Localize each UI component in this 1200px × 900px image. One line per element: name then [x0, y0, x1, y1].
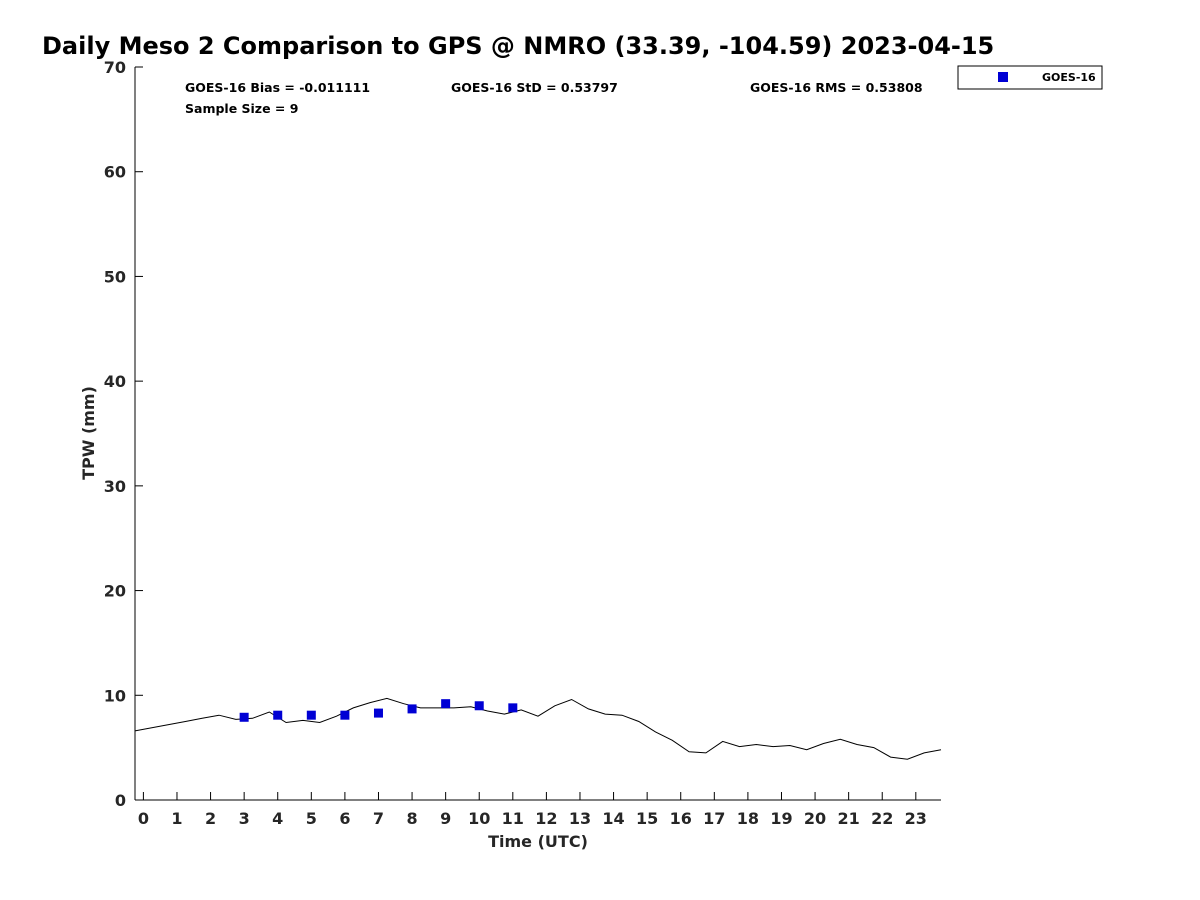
stat-bias: GOES-16 Bias = -0.011111 — [185, 80, 370, 95]
goes16-point — [273, 710, 283, 720]
y-axis-label: TPW (mm) — [79, 386, 98, 480]
goes16-point — [306, 710, 316, 720]
stat-std: GOES-16 StD = 0.53797 — [451, 80, 618, 95]
legend-label: GOES-16 — [1042, 71, 1096, 84]
x-tick-label: 22 — [871, 809, 893, 828]
x-tick-label: 15 — [636, 809, 658, 828]
x-tick-label: 2 — [205, 809, 216, 828]
x-tick-label: 9 — [440, 809, 451, 828]
x-axis-label: Time (UTC) — [488, 832, 588, 851]
x-tick-label: 19 — [770, 809, 792, 828]
gps-tpw-line — [134, 697, 942, 760]
x-tick-label: 5 — [306, 809, 317, 828]
x-tick-label: 14 — [602, 809, 624, 828]
x-tick-label: 12 — [535, 809, 557, 828]
goes16-point — [373, 708, 383, 718]
legend-box — [957, 65, 1103, 90]
y-tick-label: 60 — [104, 163, 126, 182]
x-tick-label: 20 — [804, 809, 826, 828]
stat-sample-size: Sample Size = 9 — [185, 101, 298, 116]
y-tick-label: 0 — [115, 791, 126, 810]
x-tick-label: 0 — [138, 809, 149, 828]
goes16-point — [441, 699, 451, 709]
x-tick-label: 4 — [272, 809, 283, 828]
y-tick-label: 30 — [104, 477, 126, 496]
goes16-point — [407, 704, 417, 714]
x-tick-label: 17 — [703, 809, 725, 828]
y-tick-label: 10 — [104, 686, 126, 705]
goes16-point — [239, 712, 249, 722]
x-tick-label: 3 — [239, 809, 250, 828]
y-tick-label: 20 — [104, 582, 126, 601]
goes16-point — [508, 703, 518, 713]
x-tick-label: 18 — [737, 809, 759, 828]
x-tick-label: 16 — [670, 809, 692, 828]
y-tick-label: 50 — [104, 267, 126, 286]
goes16-point — [474, 701, 484, 711]
x-tick-label: 10 — [468, 809, 490, 828]
chart-title: Daily Meso 2 Comparison to GPS @ NMRO (3… — [42, 32, 994, 60]
x-tick-label: 6 — [339, 809, 350, 828]
series-layer — [134, 697, 942, 760]
x-tick-label: 23 — [905, 809, 927, 828]
x-tick-label: 7 — [373, 809, 384, 828]
y-ticks: 0 10 20 30 40 50 60 70 — [104, 58, 143, 810]
x-ticks: 0 1 2 3 4 5 6 7 8 9 10 11 12 13 14 15 16 17 18 19 20 21 22 23 — [138, 792, 927, 828]
x-tick-label: 21 — [838, 809, 860, 828]
x-tick-label: 8 — [406, 809, 417, 828]
legend: GOES-16 — [957, 65, 1103, 90]
y-tick-label: 70 — [104, 58, 126, 77]
legend-marker — [998, 72, 1008, 82]
x-tick-label: 1 — [171, 809, 182, 828]
y-tick-label: 40 — [104, 372, 126, 391]
x-tick-label: 11 — [502, 809, 524, 828]
x-tick-label: 13 — [569, 809, 591, 828]
stat-rms: GOES-16 RMS = 0.53808 — [750, 80, 923, 95]
goes16-point — [340, 710, 350, 720]
